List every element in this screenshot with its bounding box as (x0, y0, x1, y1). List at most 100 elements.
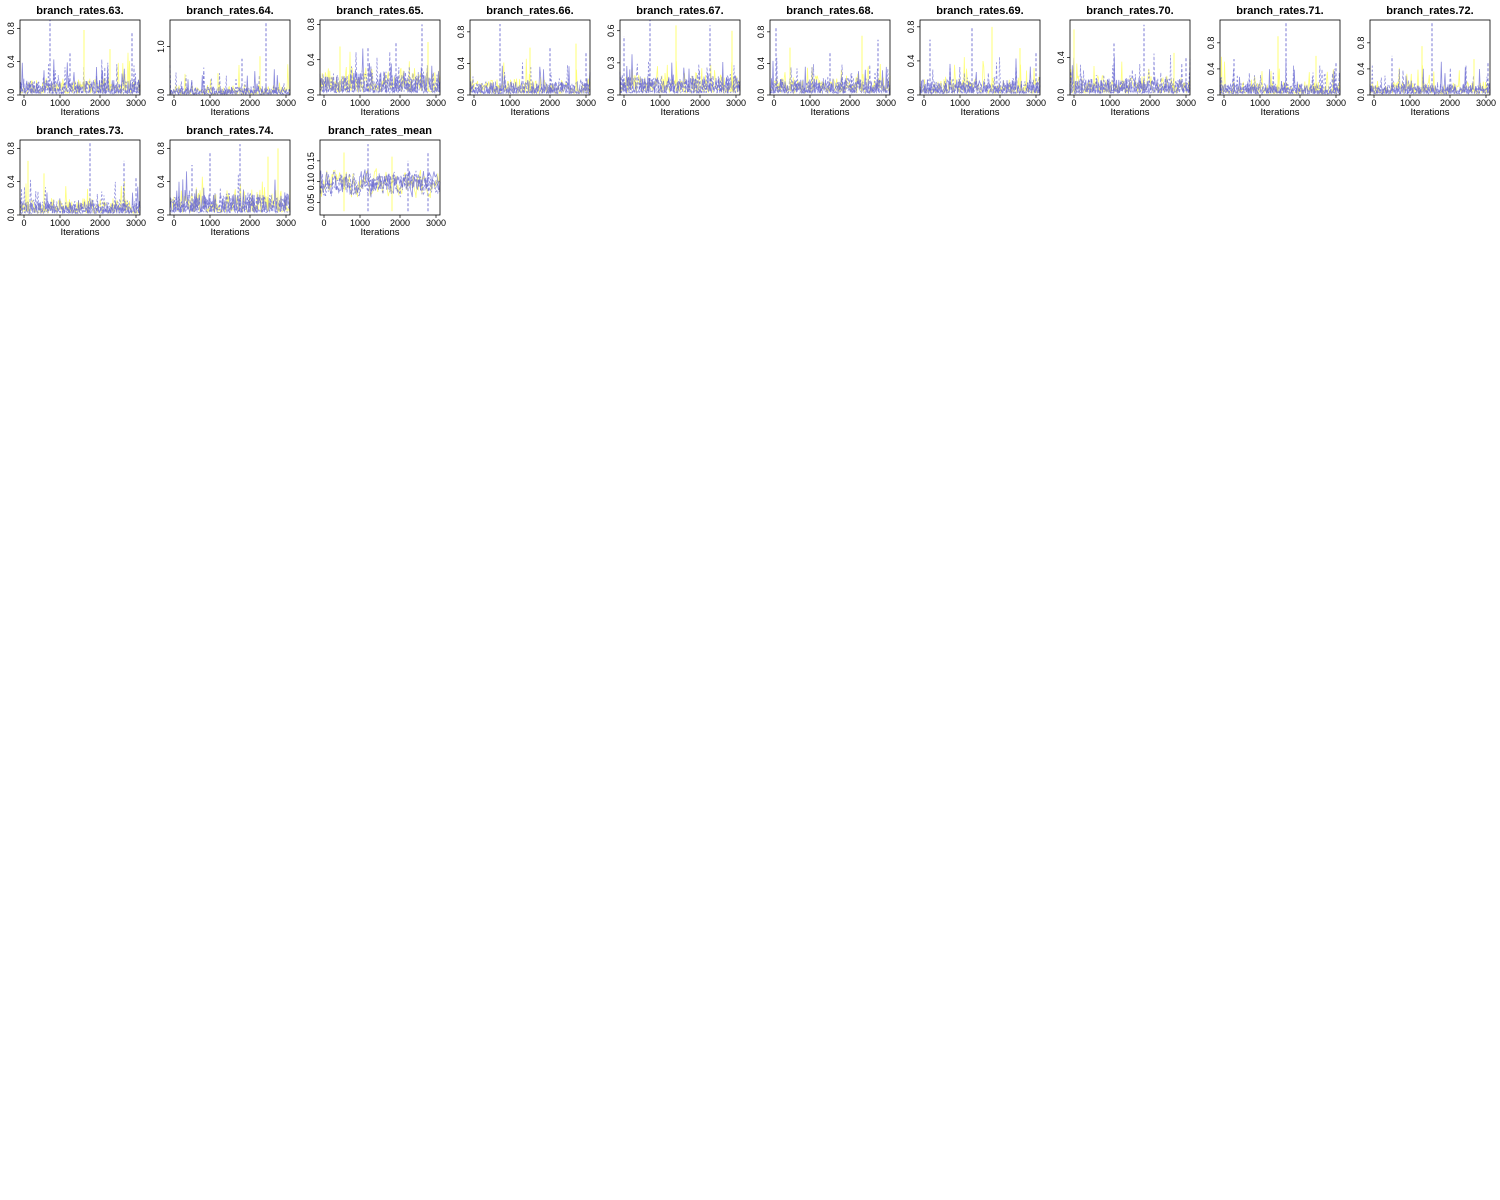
y-tick-label: 0.8 (906, 21, 916, 34)
trace-panel: branch_rates.69. 0 1000 2000 3000 0.0 0.4 0.8 It… (900, 0, 1050, 120)
x-axis-label: Iterations (1260, 107, 1299, 118)
x-tick-label: 1000 (350, 98, 370, 108)
y-tick-label: 0.10 (306, 173, 316, 191)
y-tick-label: 0.4 (1206, 63, 1216, 76)
chain-trace-line (919, 62, 1041, 95)
plot-frame (169, 19, 291, 96)
x-tick-label: 3000 (426, 218, 446, 228)
y-tick-label: 0.4 (756, 57, 766, 70)
y-tick-label: 0.0 (6, 89, 16, 102)
panel-title: branch_rates.69. (936, 5, 1023, 17)
chain-trace-line (919, 58, 1041, 95)
trace-chart: branch_rates.67. 0 1000 2000 3000 0.0 0.3 0.6 It… (606, 5, 746, 118)
x-tick-label: 0 (21, 98, 26, 108)
panel-title: branch_rates.65. (336, 5, 423, 17)
plot-frame (19, 139, 141, 216)
trace-chart: branch_rates.66. 0 1000 2000 3000 0.0 0.4 0.8 It… (456, 5, 596, 118)
chain-trace-line (169, 190, 291, 214)
x-tick-label: 0 (1371, 98, 1376, 108)
plot-frame (1369, 19, 1491, 96)
x-tick-label: 3000 (426, 98, 446, 108)
y-tick-label: 0.4 (6, 55, 16, 68)
x-tick-label: 1000 (1250, 98, 1270, 108)
x-tick-label: 2000 (1140, 98, 1160, 108)
x-tick-label: 2000 (390, 218, 410, 228)
x-tick-label: 0 (171, 98, 176, 108)
x-tick-label: 1000 (650, 98, 670, 108)
chain-trace-line (619, 61, 741, 95)
trace-panel: branch_rates.73. 0 1000 2000 3000 0.0 0.4 0.8 It… (0, 120, 150, 240)
y-tick-label: 0.0 (606, 89, 616, 102)
plot-frame (919, 19, 1041, 96)
x-tick-label: 1000 (1400, 98, 1420, 108)
y-tick-label: 0.0 (1206, 89, 1216, 102)
trace-chart: branch_rates.65. 0 1000 2000 3000 0.0 0.4 0.8 It… (306, 5, 446, 118)
y-tick-label: 0.4 (6, 175, 16, 188)
panel-title: branch_rates.74. (186, 125, 273, 137)
x-tick-label: 3000 (1476, 98, 1496, 108)
x-tick-label: 2000 (240, 98, 260, 108)
trace-chart: branch_rates.63. 0 1000 2000 3000 0.0 0.4 0.8 It… (6, 5, 146, 118)
y-tick-label: 0.8 (756, 26, 766, 39)
y-tick-label: 0.8 (306, 18, 316, 31)
panel-title: branch_rates.66. (486, 5, 573, 17)
y-tick-label: 0.4 (1356, 63, 1366, 76)
trace-chart: branch_rates.64. 0 1000 2000 3000 0.0 1.0 Itera… (156, 5, 296, 118)
panel-title: branch_rates.63. (36, 5, 123, 17)
y-tick-label: 0.3 (606, 57, 616, 70)
trace-panel: branch_rates.68. 0 1000 2000 3000 0.0 0.4 0.8 It… (750, 0, 900, 120)
panel-title: branch_rates.70. (1086, 5, 1173, 17)
x-tick-label: 1000 (50, 218, 70, 228)
trace-chart: branch_rates.69. 0 1000 2000 3000 0.0 0.4 0.8 It… (906, 5, 1046, 118)
trace-panel: branch_rates.66. 0 1000 2000 3000 0.0 0.4 0.8 It… (450, 0, 600, 120)
y-tick-label: 0.4 (156, 175, 166, 188)
y-tick-label: 0.0 (306, 89, 316, 102)
x-tick-label: 2000 (1440, 98, 1460, 108)
x-tick-label: 3000 (1326, 98, 1346, 108)
x-tick-label: 2000 (840, 98, 860, 108)
panel-title: branch_rates.68. (786, 5, 873, 17)
y-tick-label: 0.8 (6, 142, 16, 155)
x-tick-label: 0 (21, 218, 26, 228)
x-tick-label: 0 (921, 98, 926, 108)
y-tick-label: 0.4 (306, 53, 316, 66)
x-tick-label: 3000 (726, 98, 746, 108)
x-axis-label: Iterations (360, 227, 399, 238)
x-tick-label: 2000 (90, 98, 110, 108)
y-tick-label: 0.8 (1356, 37, 1366, 50)
x-axis-label: Iterations (510, 107, 549, 118)
y-tick-label: 0.0 (906, 89, 916, 102)
chain-trace-line (169, 174, 291, 214)
plot-frame (469, 19, 591, 96)
chain-trace-line (769, 67, 891, 95)
y-tick-label: 0.0 (6, 209, 16, 222)
x-tick-label: 2000 (390, 98, 410, 108)
x-tick-label: 0 (621, 98, 626, 108)
chain-trace-line (19, 62, 141, 95)
x-axis-label: Iterations (360, 107, 399, 118)
y-tick-label: 0.0 (1056, 89, 1066, 102)
panel-title: branch_rates.71. (1236, 5, 1323, 17)
x-tick-label: 1000 (200, 98, 220, 108)
x-tick-label: 0 (321, 98, 326, 108)
trace-panel: branch_rates.71. 0 1000 2000 3000 0.0 0.4 0.8 It… (1200, 0, 1350, 120)
x-tick-label: 0 (1071, 98, 1076, 108)
trace-panel: branch_rates.70. 0 1000 2000 3000 0.0 0.4 Itera… (1050, 0, 1200, 120)
trace-chart: branch_rates.68. 0 1000 2000 3000 0.0 0.4 0.8 It… (756, 5, 896, 118)
y-tick-label: 0.4 (906, 55, 916, 68)
chain-trace-line (919, 56, 1041, 95)
y-tick-label: 0.8 (456, 26, 466, 39)
x-tick-label: 3000 (576, 98, 596, 108)
y-tick-label: 1.0 (156, 40, 166, 53)
trace-panel: branch_rates.64. 0 1000 2000 3000 0.0 1.0 Itera… (150, 0, 300, 120)
x-tick-label: 1000 (500, 98, 520, 108)
x-tick-label: 1000 (200, 218, 220, 228)
x-tick-label: 0 (171, 218, 176, 228)
x-axis-label: Iterations (1110, 107, 1149, 118)
x-tick-label: 1000 (800, 98, 820, 108)
x-axis-label: Iterations (660, 107, 699, 118)
x-tick-label: 3000 (126, 218, 146, 228)
chain-trace-line (1219, 60, 1341, 96)
y-tick-label: 0.8 (6, 22, 16, 35)
trace-chart: branch_rates.70. 0 1000 2000 3000 0.0 0.4 Itera… (1056, 5, 1196, 118)
